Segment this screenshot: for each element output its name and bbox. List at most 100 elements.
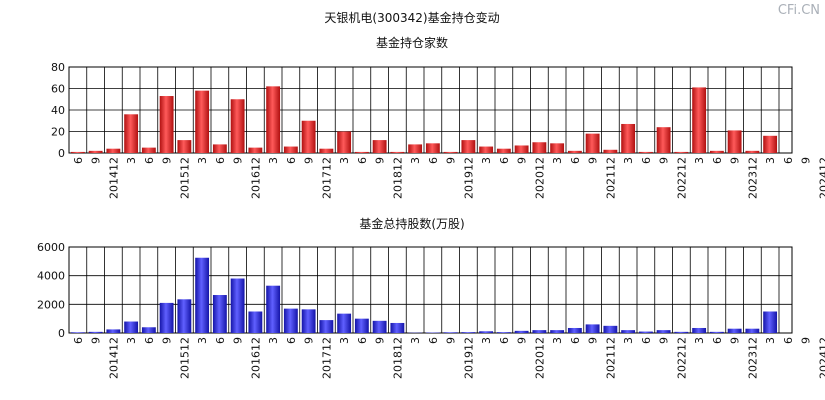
x-tick-label: 201612: [249, 157, 262, 199]
chart-subtitle-top: 基金持仓家数: [376, 35, 448, 50]
x-tick-label: 3: [267, 157, 280, 164]
bar-201503: [124, 114, 139, 153]
x-tick-label: 3: [622, 337, 635, 344]
bar-202006: [496, 148, 511, 153]
bar-202012: [532, 142, 547, 153]
x-tick-label: 9: [445, 337, 458, 344]
bar-201412: [106, 148, 121, 153]
bar-202303: [692, 87, 707, 153]
x-tick-label: 3: [551, 157, 564, 164]
x-tick-label: 9: [516, 157, 529, 164]
bar-202212: [674, 151, 689, 153]
x-tick-label: 6: [782, 157, 795, 164]
x-tick-label: 3: [764, 337, 777, 344]
x-tick-label: 201912: [462, 157, 475, 199]
x-tick-label: 201812: [391, 337, 404, 379]
x-tick-label: 6: [356, 337, 369, 344]
x-tick-label: 9: [90, 337, 103, 344]
x-tick-label: 6: [143, 337, 156, 344]
bar-201512: [177, 299, 192, 333]
bar-201703: [266, 285, 281, 333]
x-tick-label: 202412: [817, 337, 825, 379]
y-tick-label: 40: [51, 104, 65, 117]
x-tick-label: 201512: [178, 337, 191, 379]
x-tick-label: 6: [498, 337, 511, 344]
x-tick-label: 3: [764, 157, 777, 164]
y-tick-label: 6000: [37, 241, 65, 254]
x-tick-label: 6: [640, 157, 653, 164]
bar-202403: [763, 311, 778, 333]
bar-201909: [443, 332, 458, 333]
x-tick-label: 3: [693, 157, 706, 164]
x-tick-label: 9: [658, 337, 671, 344]
bar-201612: [248, 311, 263, 333]
bar-201803: [337, 131, 352, 153]
x-tick-label: 6: [285, 157, 298, 164]
x-tick-label: 202312: [746, 157, 759, 199]
x-tick-label: 202312: [746, 337, 759, 379]
bar-201406: [70, 332, 85, 333]
bar-202112: [603, 149, 618, 153]
bar-202106: [567, 150, 582, 153]
x-tick-label: 9: [729, 337, 742, 344]
bar-201509: [159, 302, 174, 333]
x-tick-label: 202412: [817, 157, 825, 199]
x-tick-label: 9: [303, 337, 316, 344]
x-tick-label: 6: [285, 337, 298, 344]
x-tick-label: 3: [622, 157, 635, 164]
y-tick-label: 4000: [37, 270, 65, 283]
bar-202109: [585, 133, 600, 153]
bar-201509: [159, 96, 174, 153]
bar-201809: [372, 140, 387, 153]
bar-202003: [479, 331, 494, 333]
bar-201709: [301, 120, 316, 153]
x-tick-label: 3: [125, 157, 138, 164]
bar-201409: [88, 331, 103, 333]
x-tick-label: 3: [409, 157, 422, 164]
x-tick-label: 6: [569, 337, 582, 344]
bar-202212: [674, 331, 689, 333]
bar-201903: [408, 144, 423, 153]
bar-201603: [195, 257, 210, 333]
x-tick-label: 6: [711, 157, 724, 164]
bar-202106: [567, 327, 582, 333]
x-tick-label: 6: [427, 157, 440, 164]
x-tick-label: 6: [356, 157, 369, 164]
x-tick-label: 202112: [604, 337, 617, 379]
x-tick-label: 9: [516, 337, 529, 344]
bar-201506: [141, 327, 156, 333]
x-tick-label: 9: [374, 337, 387, 344]
bar-202009: [514, 330, 529, 333]
x-tick-label: 6: [427, 337, 440, 344]
bar-201406: [70, 151, 85, 153]
bar-202312: [745, 328, 760, 333]
x-tick-label: 9: [161, 337, 174, 344]
bar-202209: [656, 330, 671, 333]
x-tick-label: 9: [161, 157, 174, 164]
bar-202006: [496, 332, 511, 333]
y-tick-label: 0: [58, 147, 65, 160]
bar-202206: [638, 331, 653, 333]
bar-202306: [709, 150, 724, 153]
bar-201812: [390, 322, 405, 333]
bar-201503: [124, 321, 139, 333]
x-tick-label: 202212: [675, 157, 688, 199]
y-tick-label: 0: [58, 327, 65, 340]
plot-frame: [68, 246, 793, 334]
bar-201703: [266, 86, 281, 153]
x-tick-label: 3: [693, 337, 706, 344]
bar-201806: [354, 151, 369, 153]
bar-201909: [443, 151, 458, 153]
bar-202206: [638, 151, 653, 153]
bar-202203: [621, 330, 636, 333]
bar-201803: [337, 313, 352, 333]
x-tick-label: 3: [480, 337, 493, 344]
x-tick-label: 9: [445, 157, 458, 164]
bar-201603: [195, 90, 210, 153]
x-tick-label: 201612: [249, 337, 262, 379]
bar-202209: [656, 127, 671, 153]
x-tick-label: 6: [214, 337, 227, 344]
